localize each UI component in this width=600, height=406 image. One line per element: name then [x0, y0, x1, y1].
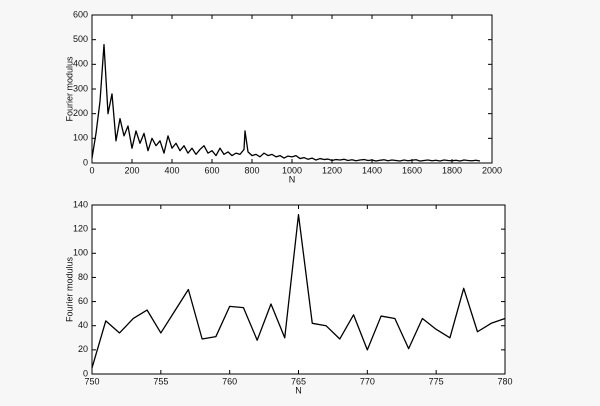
y-tick-label: 120 [73, 224, 88, 234]
y-tick-label: 100 [73, 248, 88, 258]
x-tick-label: 2000 [482, 165, 502, 175]
x-tick-label: 775 [429, 376, 444, 386]
x-axis-label: N [289, 174, 296, 184]
y-tick-label: 400 [73, 59, 88, 69]
plot-area [91, 204, 506, 375]
y-tick-label: 300 [73, 83, 88, 93]
x-tick-label: 1800 [442, 165, 462, 175]
plot-area [91, 14, 493, 164]
x-tick-label: 765 [291, 376, 306, 386]
y-tick-label: 60 [78, 296, 88, 306]
x-tick-label: 750 [84, 376, 99, 386]
x-tick-label: 0 [89, 165, 94, 175]
x-tick-label: 1400 [362, 165, 382, 175]
x-axis-label: N [295, 385, 302, 395]
x-tick-label: 760 [222, 376, 237, 386]
y-tick-label: 140 [73, 199, 88, 209]
x-tick-label: 1000 [282, 165, 302, 175]
y-tick-label: 500 [73, 34, 88, 44]
x-tick-label: 770 [360, 376, 375, 386]
y-tick-label: 200 [73, 108, 88, 118]
x-tick-label: 800 [244, 165, 259, 175]
x-tick-label: 780 [497, 376, 512, 386]
y-tick-label: 0 [83, 157, 88, 167]
x-tick-label: 1200 [322, 165, 342, 175]
y-tick-label: 600 [73, 9, 88, 19]
y-tick-label: 100 [73, 133, 88, 143]
y-tick-label: 80 [78, 272, 88, 282]
y-axis-label: Fourier modulus [64, 56, 74, 122]
x-tick-label: 600 [204, 165, 219, 175]
x-tick-label: 1600 [402, 165, 422, 175]
x-tick-label: 755 [153, 376, 168, 386]
y-tick-label: 20 [78, 344, 88, 354]
x-tick-label: 200 [124, 165, 139, 175]
y-axis-label: Fourier modulus [64, 256, 74, 322]
y-tick-label: 40 [78, 320, 88, 330]
data-line [91, 214, 506, 369]
x-tick-label: 400 [164, 165, 179, 175]
data-line [91, 43, 481, 162]
y-tick-label: 0 [83, 368, 88, 378]
